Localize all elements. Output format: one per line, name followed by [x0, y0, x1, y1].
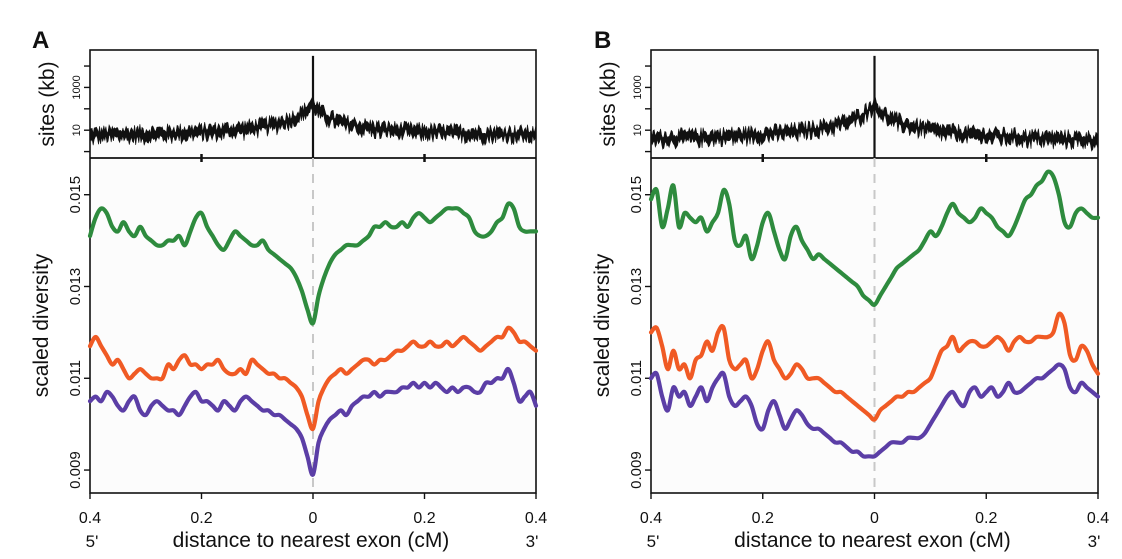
x-axis-label: distance to nearest exon (cM)	[734, 529, 1011, 552]
y-tick-label: 0.015	[628, 176, 645, 214]
three-prime-label: 3'	[1088, 532, 1101, 551]
three-prime-label: 3'	[526, 532, 539, 551]
y-axis-label: scaled diversity	[591, 253, 614, 397]
top-y-tick-label: 1000	[71, 75, 83, 99]
panel-letter: A	[32, 27, 49, 54]
panel-letter: B	[594, 27, 611, 54]
x-tick-label: 0	[870, 510, 879, 527]
y-tick-label: 0.013	[628, 268, 645, 306]
series-line-1	[87, 325, 539, 432]
x-tick-label: 0.2	[190, 510, 212, 527]
top-y-tick-label: 1000	[632, 75, 644, 99]
x-tick-label: 0.2	[413, 510, 435, 527]
y-tick-label: 0.009	[628, 451, 645, 489]
coverage-histogram	[650, 93, 1099, 152]
five-prime-label: 5'	[86, 532, 99, 551]
x-tick-label: 0.4	[1087, 510, 1109, 527]
five-prime-label: 5'	[647, 532, 660, 551]
y-tick-label: 0.009	[67, 451, 84, 489]
series-line-0	[87, 201, 539, 326]
y-axis-label: scaled diversity	[30, 253, 53, 397]
series-line-2	[648, 362, 1101, 459]
top-y-tick-label: 10	[71, 124, 83, 136]
series-line-1	[648, 311, 1101, 422]
x-tick-label: 0.2	[752, 510, 774, 527]
x-axis-label: distance to nearest exon (cM)	[173, 529, 450, 552]
panel-a: A 10 1000 sites (kb) 0.009 0.011 0.013 0.015 sca…	[30, 27, 547, 552]
x-tick-label: 0.4	[640, 510, 662, 527]
x-tick-label: 0.4	[525, 510, 547, 527]
panel-b: B 10 1000 sites (kb) 0.009 0.011 0.013 0.015 sca…	[591, 27, 1109, 552]
top-y-axis-label: sites (kb)	[36, 61, 59, 146]
series-line-0	[648, 169, 1101, 307]
x-tick-label: 0.4	[79, 510, 101, 527]
y-tick-label: 0.011	[67, 360, 84, 396]
top-y-tick-label: 10	[632, 124, 644, 136]
series-line-2	[87, 367, 539, 477]
x-tick-label: 0	[309, 510, 318, 527]
y-tick-label: 0.013	[67, 268, 84, 306]
x-tick-label: 0.2	[975, 510, 997, 527]
top-y-axis-label: sites (kb)	[597, 61, 620, 146]
y-tick-label: 0.015	[67, 176, 84, 214]
y-tick-label: 0.011	[628, 360, 645, 396]
